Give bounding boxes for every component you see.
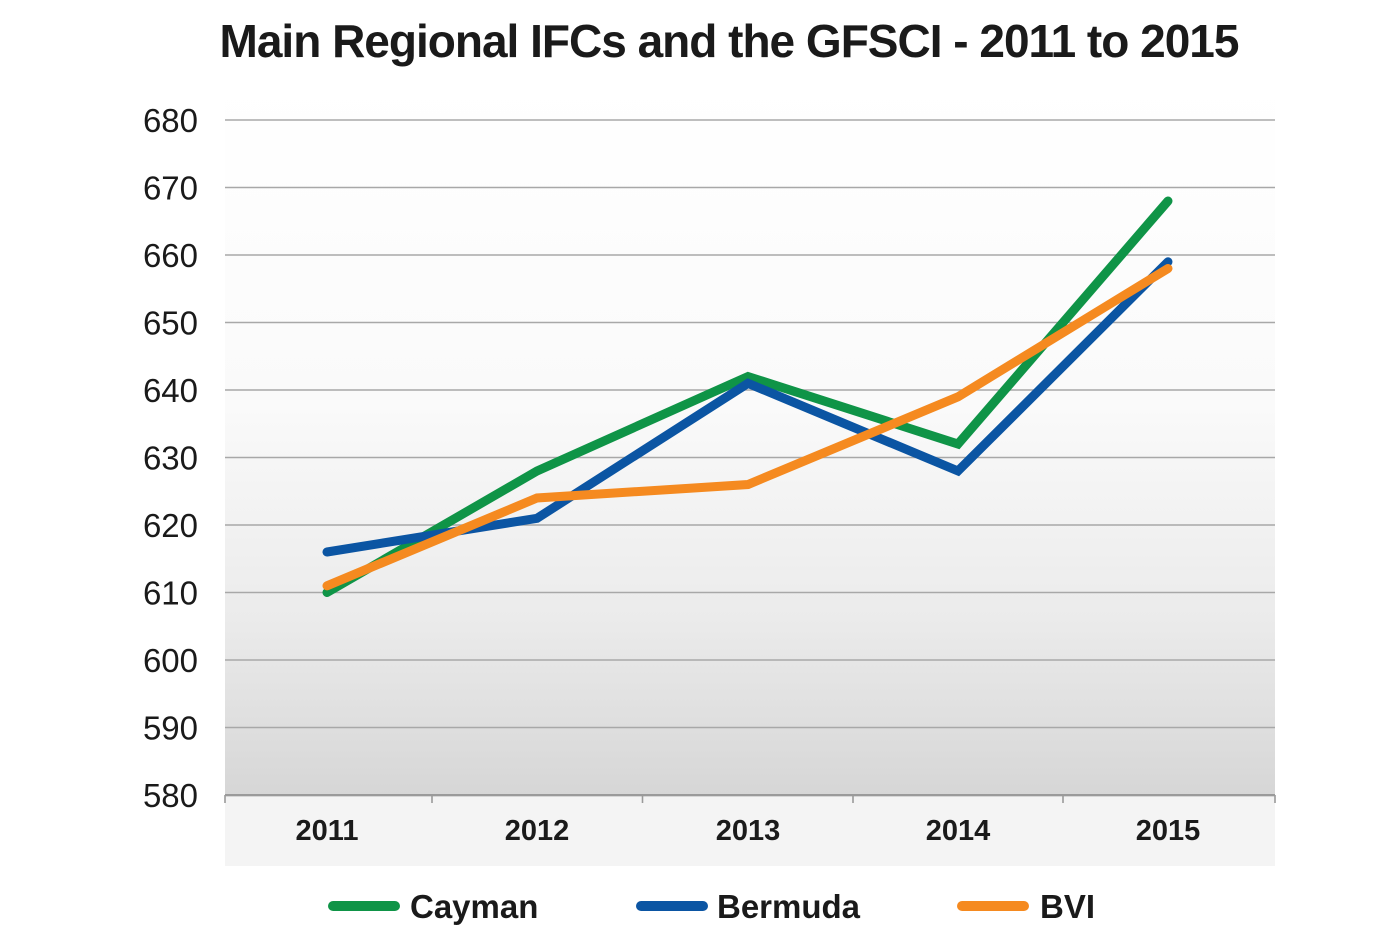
y-tick-label: 640 [143,372,198,409]
y-tick-label: 580 [143,777,198,814]
y-tick-label: 680 [143,102,198,139]
y-axis-ticks: 580 590 600 610 620 630 640 650 660 670 680 [143,102,198,814]
x-tick-label: 2013 [716,815,781,847]
y-tick-label: 610 [143,575,198,612]
legend-label-bermuda: Bermuda [717,888,861,925]
x-tick-label: 2011 [296,815,359,847]
y-tick-label: 600 [143,642,198,679]
x-tick-label: 2012 [505,815,570,847]
plot-area [225,84,1275,797]
y-tick-label: 650 [143,305,198,342]
y-tick-label: 630 [143,440,198,477]
y-tick-label: 670 [143,170,198,207]
chart-title: Main Regional IFCs and the GFSCI - 2011 … [219,15,1240,67]
y-tick-label: 660 [143,237,198,274]
x-axis: 2011 2012 2013 2014 2015 [224,795,1276,847]
legend: Cayman Bermuda BVI [328,888,1095,925]
x-tick-label: 2014 [926,815,991,847]
y-tick-label: 590 [143,710,198,747]
x-tick-label: 2015 [1136,815,1201,847]
series-lines [322,196,1173,597]
grid-lines [225,119,1275,796]
legend-label-cayman: Cayman [410,888,538,925]
legend-label-bvi: BVI [1040,888,1095,925]
series-line-cayman [322,196,1173,597]
y-tick-label: 620 [143,507,198,544]
series-line-bvi [322,264,1173,591]
